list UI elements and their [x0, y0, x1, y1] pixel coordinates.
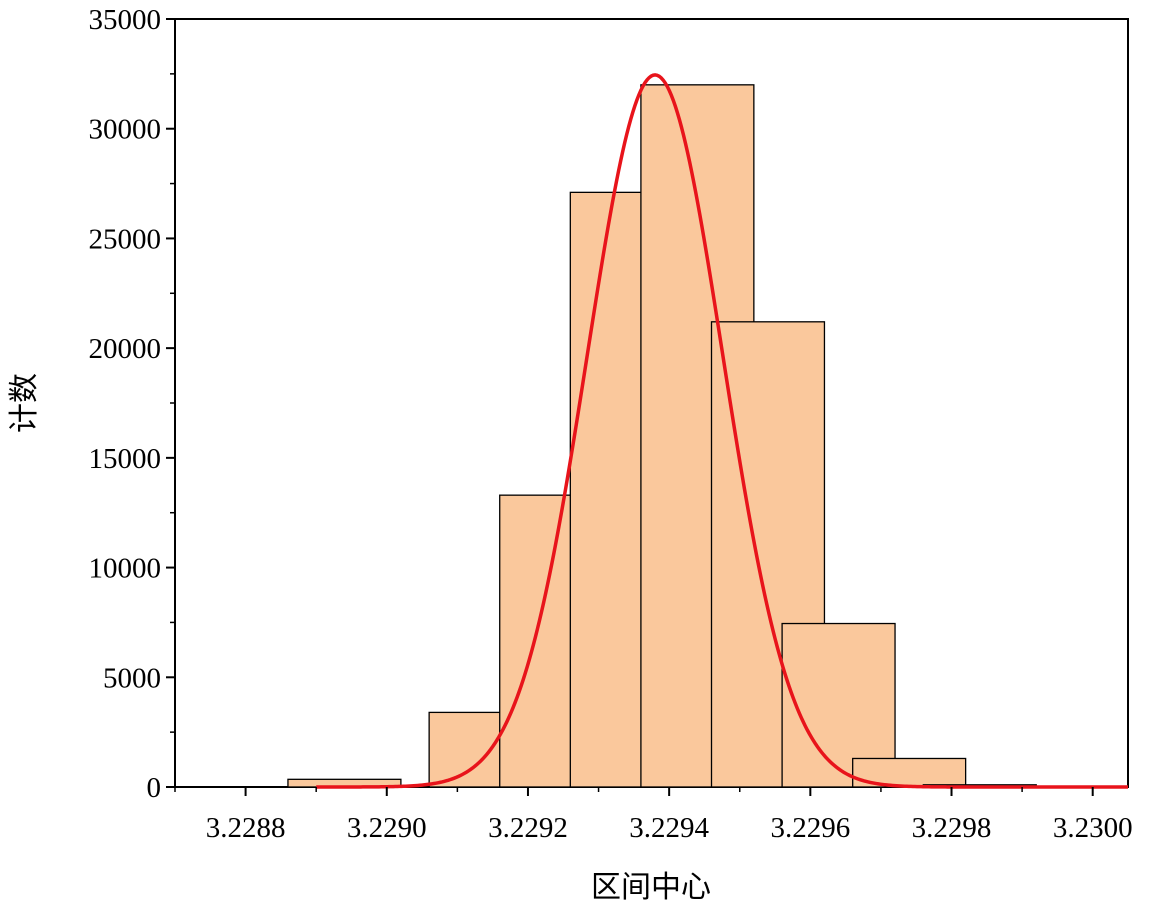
y-axis-title: 计数 — [7, 373, 42, 433]
y-tick-label: 35000 — [89, 4, 162, 36]
x-axis-title: 区间中心 — [591, 870, 711, 905]
ticks-layer: 0 5000 10000 15000 20000 25000 30000 35000 3.228… — [89, 4, 1133, 844]
y-tick-label: 0 — [147, 772, 162, 804]
gaussian-fit-curve — [316, 73, 1128, 789]
x-tick-label: 3.2296 — [770, 812, 850, 844]
x-tick-label: 3.2294 — [629, 812, 709, 844]
y-tick-label: 20000 — [89, 333, 162, 365]
y-tick-label: 25000 — [89, 223, 162, 255]
x-tick-label: 3.2300 — [1053, 812, 1133, 844]
x-tick-label: 3.2288 — [206, 812, 286, 844]
x-tick-label: 3.2290 — [347, 812, 427, 844]
y-tick-label: 15000 — [89, 443, 162, 475]
x-tick-label: 3.2298 — [912, 812, 992, 844]
y-tick-label: 30000 — [89, 114, 162, 146]
x-tick-label: 3.2292 — [488, 812, 568, 844]
bars-layer — [287, 84, 1037, 788]
y-tick-label: 10000 — [89, 553, 162, 585]
y-tick-label: 5000 — [103, 662, 161, 694]
